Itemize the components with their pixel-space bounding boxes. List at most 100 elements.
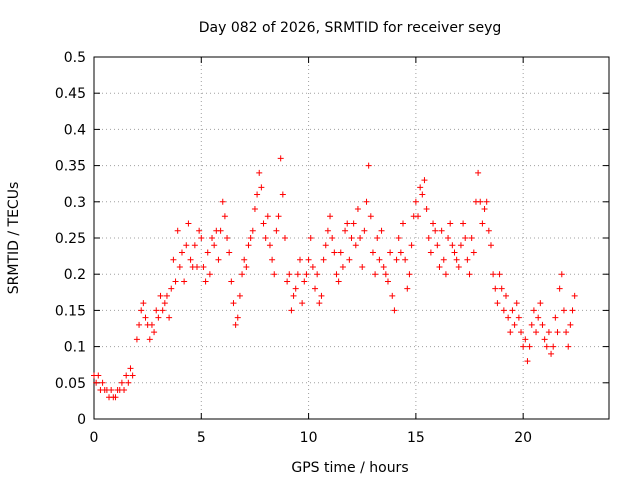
y-tick-label: 0.5 — [64, 50, 86, 66]
data-point — [481, 206, 488, 213]
data-point — [260, 220, 267, 227]
data-point — [303, 271, 310, 278]
data-point — [309, 263, 316, 270]
data-point — [567, 321, 574, 328]
data-point — [451, 249, 458, 256]
data-point — [204, 249, 211, 256]
data-point — [391, 307, 398, 314]
data-point — [342, 227, 349, 234]
data-point — [191, 242, 198, 249]
tick-marks — [93, 56, 609, 420]
data-point — [93, 379, 100, 386]
y-tick-label: 0.2 — [64, 267, 86, 283]
data-point — [327, 213, 334, 220]
data-point — [477, 198, 484, 205]
data-point — [155, 314, 162, 321]
data-point — [279, 191, 286, 198]
data-point — [133, 336, 140, 343]
data-point — [430, 220, 437, 227]
data-point — [494, 300, 501, 307]
data-point — [460, 220, 467, 227]
data-point — [556, 285, 563, 292]
data-point — [264, 213, 271, 220]
data-point — [329, 235, 336, 241]
data-point — [464, 256, 471, 263]
data-point — [333, 271, 340, 278]
data-point — [524, 358, 531, 365]
data-point — [258, 184, 265, 191]
data-point — [457, 242, 464, 249]
data-point — [513, 300, 520, 307]
data-point — [95, 372, 102, 379]
data-point — [226, 249, 233, 256]
data-point — [445, 235, 452, 241]
data-point — [245, 242, 252, 249]
data-point — [498, 285, 505, 292]
data-point — [376, 256, 383, 263]
data-point — [194, 263, 200, 270]
data-point — [354, 206, 361, 213]
data-point — [479, 220, 486, 227]
data-point — [254, 191, 261, 198]
data-point — [198, 235, 205, 241]
data-point — [241, 256, 248, 263]
data-point — [393, 256, 400, 263]
data-point — [535, 314, 542, 321]
data-point — [320, 256, 327, 263]
data-point — [166, 314, 173, 321]
data-point — [148, 321, 155, 328]
data-point — [511, 321, 518, 328]
data-point — [408, 242, 415, 249]
data-point — [168, 285, 175, 292]
data-point — [136, 321, 143, 328]
data-point — [455, 263, 462, 270]
data-point — [230, 300, 237, 307]
data-point — [138, 307, 145, 314]
data-point — [202, 278, 209, 285]
data-point — [187, 256, 194, 263]
data-point — [530, 307, 537, 314]
y-axis-label: SRMTID / TECUs — [6, 182, 22, 295]
data-point — [365, 162, 372, 169]
data-point — [571, 292, 578, 299]
data-point — [357, 235, 364, 241]
data-point — [174, 227, 181, 234]
data-point — [378, 227, 385, 234]
data-point — [249, 227, 256, 234]
data-point — [153, 307, 160, 314]
data-point — [221, 213, 228, 220]
data-points — [91, 155, 578, 401]
data-point — [387, 249, 394, 256]
data-point — [284, 278, 291, 285]
data-point — [389, 292, 396, 299]
data-point — [290, 292, 297, 299]
data-point — [382, 271, 389, 278]
data-point — [288, 307, 295, 314]
data-point — [569, 307, 576, 314]
data-point — [108, 387, 115, 394]
data-point — [487, 242, 494, 249]
y-tick-label: 0.15 — [55, 303, 86, 319]
data-point — [307, 235, 314, 241]
data-point — [470, 249, 477, 256]
data-point — [541, 336, 548, 343]
data-point — [217, 227, 224, 234]
x-tick-label: 5 — [197, 430, 206, 446]
data-point — [262, 235, 269, 241]
data-point — [344, 220, 351, 227]
data-point — [161, 300, 168, 307]
data-point — [522, 336, 529, 343]
data-point — [543, 343, 550, 350]
data-point — [432, 227, 439, 234]
data-point — [151, 329, 158, 336]
data-point — [271, 271, 278, 278]
data-point — [209, 235, 216, 241]
data-point — [146, 336, 153, 343]
data-point — [533, 329, 540, 336]
data-point — [350, 220, 357, 227]
data-point — [404, 285, 411, 292]
y-tick-label: 0.45 — [55, 86, 86, 102]
data-point — [507, 329, 514, 336]
data-point — [526, 343, 533, 350]
data-point — [142, 314, 149, 321]
